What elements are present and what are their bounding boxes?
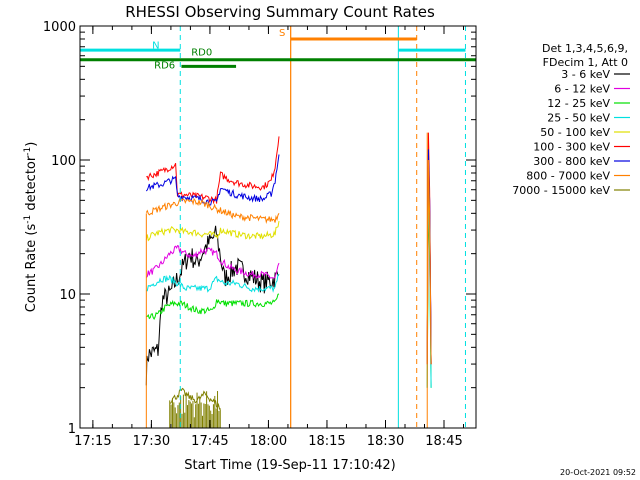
series-line: [145, 244, 280, 280]
y-tick-label: 1000: [43, 20, 76, 35]
series-line: [146, 273, 280, 293]
y-axis-label-sup: -1: [23, 215, 33, 224]
legend-entry-label: 50 - 100 keV: [540, 126, 610, 139]
series-line: [145, 197, 280, 225]
x-tick-label: 17:15: [74, 434, 111, 449]
legend-entry-label: 300 - 800 keV: [533, 155, 610, 168]
legend-entry-label: 6 - 12 keV: [554, 83, 610, 96]
plot-frame: [79, 25, 477, 429]
y-axis-label-part: detector: [24, 155, 39, 215]
y-axis-label: Count Rate (s-1 detector-1): [23, 142, 39, 313]
status-label: RD0: [191, 48, 212, 59]
legend-entry-label: 7000 - 15000 keV: [512, 184, 610, 197]
series-line: [145, 154, 280, 206]
x-tick-label: 17:30: [133, 434, 170, 449]
legend: Det 1,3,4,5,6,9,FDecim 1, Att 03 - 6 keV…: [512, 42, 630, 197]
y-axis-label-part: ): [24, 142, 39, 147]
legend-header: FDecim 1, Att 0: [543, 56, 628, 69]
legend-entry-label: 3 - 6 keV: [561, 68, 610, 81]
y-tick-label: 1: [68, 422, 76, 437]
status-label: N: [152, 40, 159, 51]
x-axis-label: Start Time (19-Sep-11 17:10:42): [184, 458, 395, 473]
y-tick-label: 100: [51, 154, 76, 169]
series-line: [145, 225, 280, 386]
overlay-layer: N RD0 RD6 S: [79, 26, 476, 428]
x-tick-label: 18:00: [250, 434, 287, 449]
series-line: [426, 159, 432, 365]
x-tick-label: 18:15: [308, 434, 345, 449]
legend-entry-label: 25 - 50 keV: [547, 112, 610, 125]
legend-entry-label: 12 - 25 keV: [547, 97, 610, 110]
series-line: [169, 387, 221, 410]
x-tick-label: 18:30: [367, 434, 404, 449]
tick-layer: 1 10 100 1000 17:15 17:30 17:45 18:00 18:15 18:30…: [43, 20, 476, 449]
status-label: S: [279, 28, 285, 39]
legend-entry-label: 800 - 7000 keV: [526, 170, 610, 183]
series-line: [146, 293, 280, 321]
y-tick-label: 10: [59, 288, 76, 303]
legend-header: Det 1,3,4,5,6,9,: [542, 42, 628, 55]
y-axis-label-part: Count Rate (s: [24, 224, 39, 313]
chart-title: RHESSI Observing Summary Count Rates: [125, 3, 435, 21]
series-line: [145, 221, 280, 242]
legend-entry-label: 100 - 300 keV: [533, 141, 610, 154]
x-tick-label: 17:45: [191, 434, 228, 449]
y-axis-label-sup: -1: [23, 147, 33, 156]
x-tick-label: 18:45: [425, 434, 462, 449]
footer-date: 20-Oct-2021 09:52: [560, 468, 636, 477]
status-label: RD6: [154, 61, 175, 72]
